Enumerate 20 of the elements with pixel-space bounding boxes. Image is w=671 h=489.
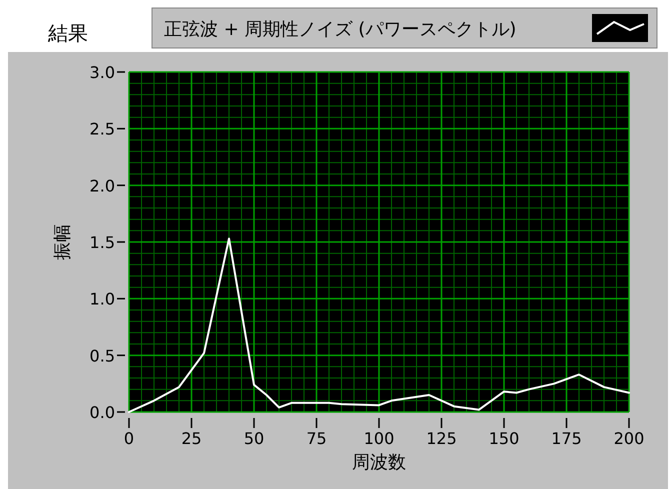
y-tick-label: 2.5 [90,120,115,139]
x-tick-label: 125 [426,429,457,448]
x-tick-label: 25 [181,429,202,448]
y-tick-label: 0.5 [90,346,115,366]
y-tick-label: 0.0 [90,403,115,422]
x-tick-label: 150 [488,429,520,448]
x-tick-label: 50 [244,429,264,448]
y-axis-title: 振幅 [52,224,73,260]
y-tick-label: 3.0 [90,63,115,82]
y-tick-label: 2.0 [90,176,115,196]
x-tick-label: 200 [614,429,644,448]
x-axis-title: 周波数 [352,452,406,473]
x-tick-label: 100 [364,429,394,448]
chart-title: 結果 [47,21,88,45]
y-tick-label: 1.0 [90,290,115,309]
x-tick-label: 0 [124,429,134,448]
x-tick-label: 175 [551,429,582,448]
x-tick-label: 75 [306,429,327,448]
text: 正弦波 + 周期性ノイズ (パワースペクトル) [164,19,516,40]
y-tick-label: 1.5 [90,233,115,252]
